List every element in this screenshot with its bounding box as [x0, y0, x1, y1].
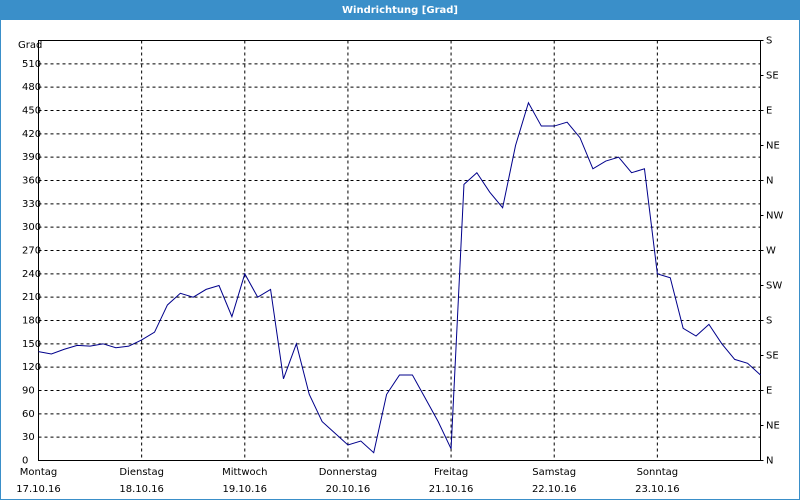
- y2-tick-label: SW: [766, 281, 782, 292]
- x-tick-label: 23.10.16: [635, 484, 680, 495]
- x-tick-label: 18.10.16: [119, 484, 164, 495]
- y-tick-label: 60: [22, 409, 35, 420]
- y2-tick-label: N: [766, 176, 773, 187]
- y-tick-label: 390: [22, 152, 41, 163]
- x-tick-weekday: Montag: [20, 467, 57, 478]
- x-tick-label: 20.10.16: [326, 484, 371, 495]
- y-tick-label: 150: [22, 339, 41, 350]
- y-tick-label: 240: [22, 269, 41, 280]
- y-tick-label: 330: [22, 199, 41, 210]
- y-tick-label: 180: [22, 316, 41, 327]
- x-tick-weekday: Dienstag: [119, 467, 164, 478]
- y-tick-label: 360: [22, 176, 41, 187]
- y-tick-label: 270: [22, 246, 41, 257]
- y2-tick-label: NW: [766, 211, 783, 222]
- y-tick-label: 300: [22, 222, 41, 233]
- y2-tick-label: NE: [766, 141, 780, 152]
- chart-title: Windrichtung [Grad]: [342, 5, 458, 16]
- x-tick-label: 21.10.16: [429, 484, 474, 495]
- y2-tick-label: SE: [766, 351, 779, 362]
- y-tick-label: 0: [22, 456, 28, 467]
- x-tick-weekday: Freitag: [434, 467, 468, 478]
- data-line: [38, 101, 761, 454]
- y-axis-label: Grad: [18, 40, 42, 51]
- y2-tick-label: S: [766, 316, 772, 327]
- y-tick-label: 420: [22, 129, 41, 140]
- y-tick-label: 30: [22, 432, 35, 443]
- y2-tick-label: W: [766, 246, 776, 257]
- y-tick-label: 90: [22, 386, 35, 397]
- x-tick-weekday: Donnerstag: [319, 467, 377, 478]
- y2-tick-label: S: [766, 36, 772, 47]
- y2-tick-label: E: [766, 386, 772, 397]
- y2-tick-label: SE: [766, 71, 779, 82]
- x-tick-weekday: Samstag: [532, 467, 576, 478]
- x-tick-weekday: Mittwoch: [222, 467, 267, 478]
- x-tick-label: 17.10.16: [16, 484, 61, 495]
- y-tick-label: 120: [22, 362, 41, 373]
- y-tick-label: 450: [22, 106, 41, 117]
- x-tick-label: 22.10.16: [532, 484, 577, 495]
- y2-tick-label: E: [766, 106, 772, 117]
- y2-tick-label: N: [766, 456, 773, 467]
- x-tick-label: 19.10.16: [223, 484, 268, 495]
- y-tick-label: 510: [22, 59, 41, 70]
- y-tick-label: 480: [22, 82, 41, 93]
- y-tick-label: 210: [22, 292, 41, 303]
- x-tick-weekday: Sonntag: [637, 467, 679, 478]
- title-bar: [0, 0, 800, 20]
- y2-tick-label: NE: [766, 421, 780, 432]
